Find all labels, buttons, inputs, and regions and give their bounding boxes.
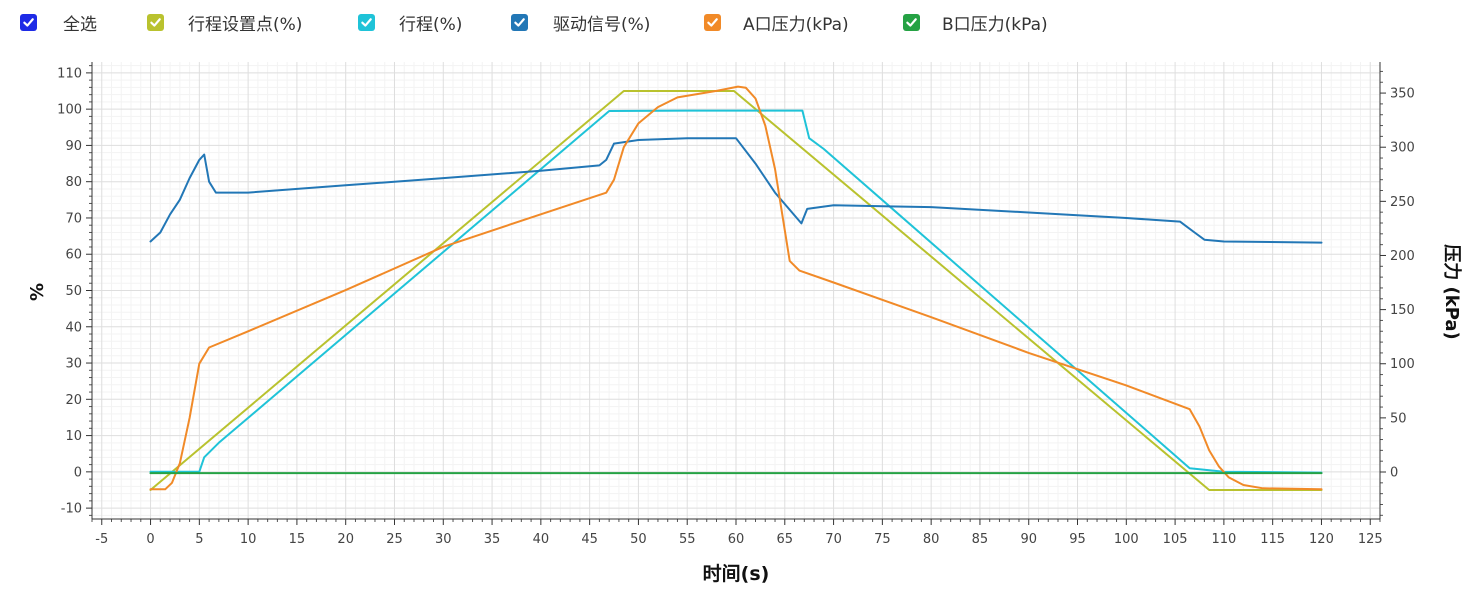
- x-tick-label: 15: [289, 532, 306, 547]
- y2-tick-label: 350: [1390, 87, 1415, 102]
- y2-tick-label: 300: [1390, 141, 1415, 156]
- x-tick-label: 65: [777, 532, 794, 547]
- drive-checkbox[interactable]: [511, 13, 528, 31]
- legend: 全选 行程设置点(%) 行程(%) 驱动信号(%) A口压力(kPa) B口压力…: [0, 0, 1472, 44]
- x-tick-label: 35: [484, 532, 501, 547]
- x-tick-label: 105: [1163, 532, 1188, 547]
- x-tick-label: 70: [825, 532, 842, 547]
- y-tick-label: 30: [65, 357, 82, 372]
- axes: [86, 62, 1386, 525]
- checkmark-icon: [150, 17, 161, 27]
- x-tick-label: 110: [1211, 532, 1236, 547]
- legend-item-drive[interactable]: 驱动信号(%): [511, 9, 650, 35]
- select-all-label: 全选: [63, 14, 97, 35]
- drive-label: 驱动信号(%): [553, 14, 651, 35]
- x-tick-label: 25: [386, 532, 403, 547]
- x-tick-label: 100: [1114, 532, 1139, 547]
- x-tick-label: 120: [1309, 532, 1334, 547]
- port-b-pressure-label: B口压力(kPa): [942, 14, 1048, 35]
- series-line-1: [149, 109, 1323, 474]
- x-tick-label: 75: [874, 532, 891, 547]
- series-layer: [149, 85, 1323, 491]
- legend-item-port-b-pressure[interactable]: B口压力(kPa): [903, 9, 1048, 35]
- x-tick-label: 30: [435, 532, 452, 547]
- x-tick-label: 125: [1358, 532, 1383, 547]
- y-axis-title: %: [27, 283, 48, 301]
- series-line-3: [149, 85, 1323, 491]
- y-tick-label: 50: [65, 284, 82, 299]
- series-line-0: [149, 90, 1323, 491]
- checkmark-icon: [707, 17, 718, 27]
- y-tick-label: -10: [61, 502, 82, 517]
- y2-tick-label: 200: [1390, 249, 1415, 264]
- checkmark-icon: [514, 17, 525, 27]
- series-line-2: [149, 137, 1323, 244]
- x-tick-label: 20: [337, 532, 354, 547]
- legend-item-setpoint[interactable]: 行程设置点(%): [147, 9, 302, 35]
- grid: [91, 62, 1381, 519]
- travel-label: 行程(%): [399, 14, 463, 35]
- port-a-pressure-label: A口压力(kPa): [743, 14, 849, 35]
- y-tick-label: 70: [65, 211, 82, 226]
- y-tick-label: 40: [65, 320, 82, 335]
- y-tick-label: 100: [57, 103, 82, 118]
- legend-item-select-all[interactable]: 全选: [20, 9, 97, 35]
- y2-axis-title: 压力 (kPa): [1441, 244, 1462, 340]
- x-tick-label: 50: [630, 532, 647, 547]
- y2-tick-label: 150: [1390, 303, 1415, 318]
- y-tick-label: 20: [65, 393, 82, 408]
- x-tick-label: 5: [195, 532, 203, 547]
- checkmark-icon: [906, 17, 917, 27]
- y-tick-label: 60: [65, 248, 82, 263]
- port-a-pressure-checkbox[interactable]: [704, 13, 721, 31]
- setpoint-label: 行程设置点(%): [188, 14, 303, 35]
- y-tick-label: 110: [57, 66, 82, 81]
- y-tick-label: 80: [65, 175, 82, 190]
- y2-tick-label: 0: [1390, 466, 1398, 481]
- port-b-pressure-checkbox[interactable]: [903, 13, 920, 31]
- x-tick-label: -5: [95, 532, 108, 547]
- y2-tick-label: 250: [1390, 195, 1415, 210]
- x-tick-label: 40: [533, 532, 550, 547]
- travel-checkbox[interactable]: [358, 13, 375, 31]
- x-axis-title: 时间(s): [703, 563, 770, 585]
- x-tick-label: 55: [679, 532, 696, 547]
- tick-labels: -5 0 5 10 15 20 25 30 35 40 45 50 55 60 65 70 75 80 85 90 95…: [57, 66, 1415, 547]
- x-tick-label: 10: [240, 532, 257, 547]
- y-tick-label: 90: [65, 139, 82, 154]
- y2-tick-label: 100: [1390, 357, 1415, 372]
- x-tick-label: 60: [728, 532, 745, 547]
- legend-item-travel[interactable]: 行程(%): [358, 9, 462, 35]
- select-all-checkbox[interactable]: [20, 13, 37, 31]
- x-tick-label: 85: [972, 532, 989, 547]
- y-tick-label: 0: [74, 465, 82, 480]
- x-tick-label: 115: [1260, 532, 1285, 547]
- x-tick-label: 0: [146, 532, 154, 547]
- x-tick-label: 95: [1069, 532, 1086, 547]
- x-tick-label: 90: [1020, 532, 1037, 547]
- checkmark-icon: [361, 17, 372, 27]
- y2-tick-label: 50: [1390, 411, 1407, 426]
- chart: -5 0 5 10 15 20 25 30 35 40 45 50 55 60 65 70 75 80 85 90 95…: [27, 62, 1462, 585]
- x-tick-label: 80: [923, 532, 940, 547]
- legend-item-port-a-pressure[interactable]: A口压力(kPa): [704, 9, 849, 35]
- setpoint-checkbox[interactable]: [147, 13, 164, 31]
- y-tick-label: 10: [65, 429, 82, 444]
- checkmark-icon: [23, 17, 34, 27]
- x-tick-label: 45: [581, 532, 598, 547]
